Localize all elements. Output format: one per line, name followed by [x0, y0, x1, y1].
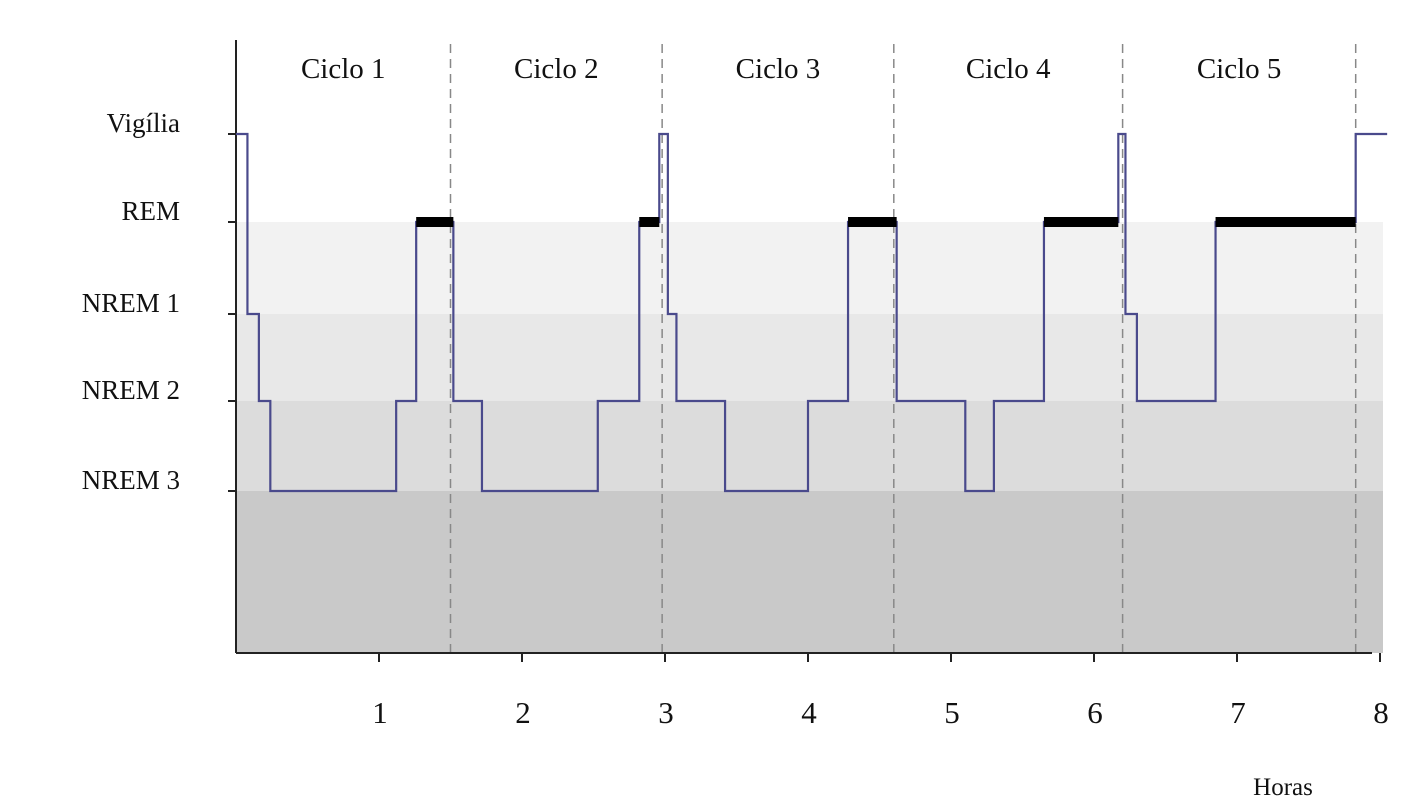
rem-period-bar — [848, 217, 897, 227]
x-tick-label: 1 — [372, 695, 388, 730]
x-axis-title: Horas — [1253, 774, 1313, 801]
x-tick-label: 8 — [1373, 695, 1389, 730]
stage-label: REM — [121, 196, 180, 226]
x-tick-label: 2 — [515, 695, 531, 730]
cycle-label: Ciclo 5 — [1197, 53, 1282, 85]
rem-period-bar — [1043, 217, 1119, 227]
rem-period-bar — [1215, 217, 1356, 227]
x-tick-label: 3 — [658, 695, 674, 730]
band-nrem2 — [236, 401, 1383, 491]
cycle-label: Ciclo 4 — [966, 53, 1051, 85]
x-tick-label: 6 — [1087, 695, 1103, 730]
labels-layer: Ciclo 1 Ciclo 2 Ciclo 3 Ciclo 4 Ciclo 5 Vigíl… — [82, 53, 1389, 801]
stage-label: NREM 3 — [82, 465, 180, 495]
series-layer — [236, 132, 1388, 493]
rem-period-bar — [639, 217, 660, 227]
stage-label: Vigília — [107, 108, 180, 138]
stage-label: NREM 2 — [82, 375, 180, 405]
x-tick-label: 5 — [944, 695, 960, 730]
stage-bands — [236, 222, 1383, 653]
x-tick-label: 7 — [1230, 695, 1246, 730]
cycle-label: Ciclo 3 — [736, 53, 821, 85]
cycle-dividers — [449, 44, 1357, 653]
x-tick-label: 4 — [801, 695, 817, 730]
cycle-label: Ciclo 1 — [301, 53, 386, 85]
rem-period-bar — [416, 217, 454, 227]
hypnogram-line — [236, 132, 1388, 493]
stage-label: NREM 1 — [82, 288, 180, 318]
cycle-label: Ciclo 2 — [514, 53, 599, 85]
axes — [228, 40, 1381, 662]
band-nrem3 — [236, 491, 1383, 653]
band-rem — [236, 222, 1383, 314]
band-nrem1 — [236, 314, 1383, 401]
